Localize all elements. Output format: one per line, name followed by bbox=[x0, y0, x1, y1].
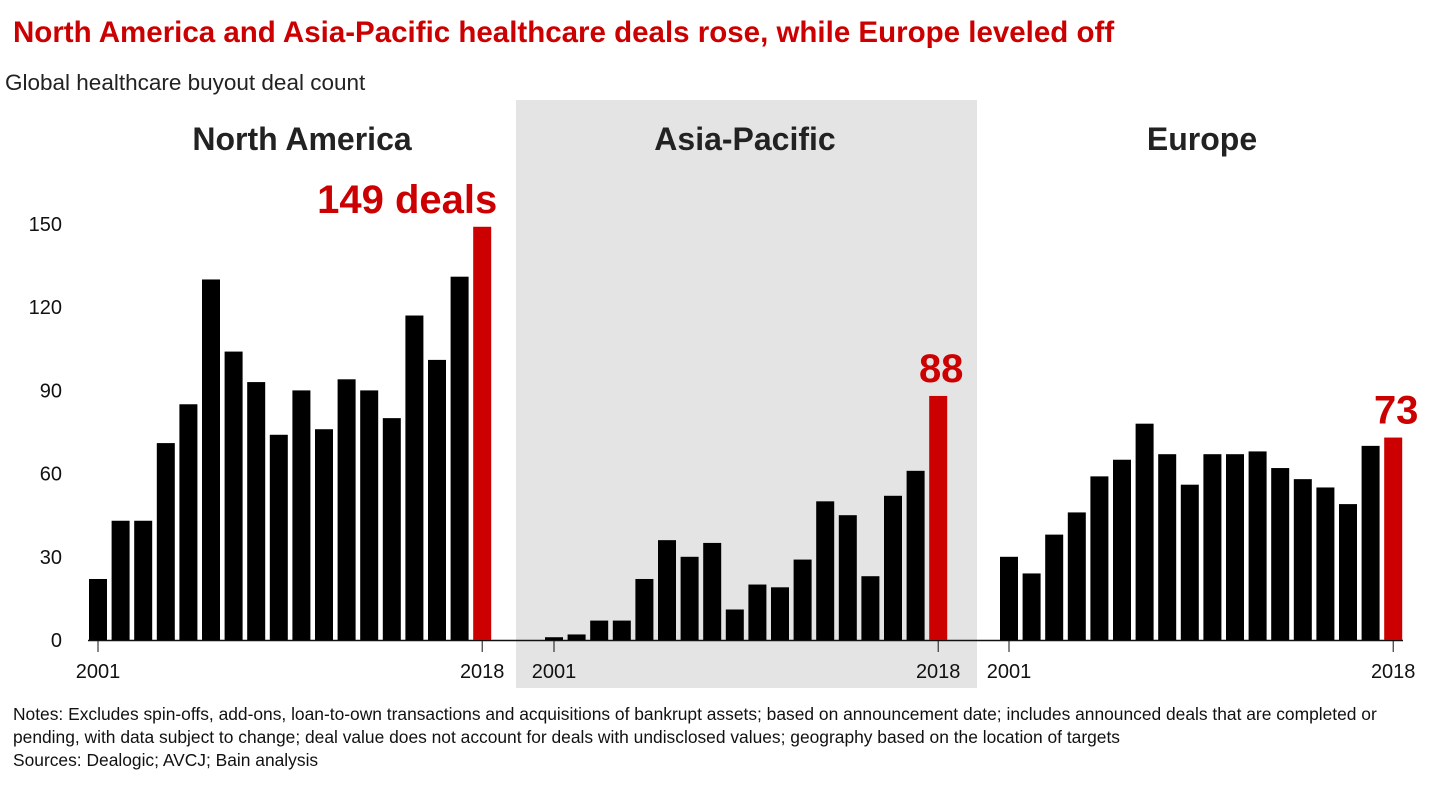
bar-2001 bbox=[1000, 556, 1018, 640]
bar-2007 bbox=[1135, 423, 1154, 640]
bar-2004 bbox=[1067, 512, 1086, 640]
panel-europe: Europe 2001 2018 73 bbox=[987, 121, 1419, 683]
bar-2016 bbox=[884, 495, 902, 640]
footnotes: Notes: Excludes spin-offs, add-ons, loan… bbox=[13, 703, 1423, 772]
bar-2018 bbox=[473, 226, 492, 641]
bar-2008 bbox=[1158, 454, 1177, 640]
bar-2001 bbox=[89, 578, 107, 640]
bar-2016 bbox=[428, 359, 446, 640]
bar-2002 bbox=[1022, 573, 1041, 640]
bar-2009 bbox=[269, 434, 288, 640]
bar-2012 bbox=[1248, 451, 1267, 640]
bar-2013 bbox=[1271, 468, 1290, 640]
bar-2011 bbox=[315, 429, 333, 640]
bar-2003 bbox=[1045, 534, 1064, 640]
sources-text: Sources: Dealogic; AVCJ; Bain analysis bbox=[13, 750, 319, 770]
panels: North America 2001 2018 149 deals Asia-Pacif… bbox=[76, 121, 1419, 683]
y-tick-label: 30 bbox=[40, 547, 62, 569]
bar-2011 bbox=[771, 587, 789, 640]
notes-text: Notes: Excludes spin-offs, add-ons, loan… bbox=[13, 704, 1377, 747]
bar-2018 bbox=[929, 395, 948, 640]
bar-2008 bbox=[247, 382, 266, 640]
x-tick-label: 2001 bbox=[532, 661, 577, 683]
y-tick-label: 90 bbox=[40, 380, 62, 402]
x-tick-label: 2018 bbox=[916, 661, 961, 683]
bar-2015 bbox=[405, 315, 424, 640]
bar-2007 bbox=[680, 556, 699, 640]
bar-2001 bbox=[545, 637, 563, 640]
bar-2003 bbox=[590, 620, 609, 640]
bar-2008 bbox=[703, 542, 722, 640]
chart-title: North America and Asia-Pacific healthcar… bbox=[13, 16, 1114, 49]
panel-asia-pacific: Asia-Pacific 2001 2018 88 bbox=[532, 121, 964, 683]
bar-2010 bbox=[292, 390, 311, 640]
bar-2013 bbox=[360, 390, 379, 640]
bar-2002 bbox=[567, 634, 586, 640]
bar-2014 bbox=[838, 515, 857, 640]
bar-2004 bbox=[156, 443, 175, 640]
bar-2005 bbox=[179, 404, 198, 640]
bar-2009 bbox=[725, 609, 744, 640]
bar-2013 bbox=[816, 501, 835, 640]
callout-label: 88 bbox=[919, 347, 964, 391]
bar-2012 bbox=[793, 559, 812, 640]
panel-title: North America bbox=[192, 121, 412, 157]
callout-label: 149 deals bbox=[317, 178, 497, 222]
bar-2015 bbox=[1316, 487, 1335, 640]
y-tick-label: 0 bbox=[51, 630, 62, 652]
bar-2018 bbox=[1384, 437, 1403, 640]
bar-2006 bbox=[1113, 459, 1131, 640]
bar-2017 bbox=[450, 276, 469, 640]
bar-2014 bbox=[1293, 479, 1312, 640]
x-tick-label: 2018 bbox=[1371, 661, 1416, 683]
y-axis: 0 30 60 90 120 150 bbox=[29, 214, 62, 652]
panel-north-america: North America 2001 2018 149 deals bbox=[76, 121, 505, 683]
bar-2002 bbox=[111, 520, 130, 640]
x-tick-label: 2001 bbox=[76, 661, 121, 683]
bar-2006 bbox=[658, 540, 676, 640]
bar-2005 bbox=[635, 578, 654, 640]
bar-2015 bbox=[861, 576, 880, 640]
bar-2007 bbox=[224, 351, 243, 640]
y-tick-label: 60 bbox=[40, 464, 62, 486]
x-tick-label: 2018 bbox=[460, 661, 505, 683]
callout-label: 73 bbox=[1374, 389, 1419, 433]
panel-title: Europe bbox=[1147, 121, 1257, 157]
bar-2017 bbox=[1361, 445, 1380, 640]
chart-subtitle: Global healthcare buyout deal count bbox=[5, 70, 366, 95]
bar-2014 bbox=[382, 418, 401, 640]
bar-2004 bbox=[612, 620, 631, 640]
bar-2016 bbox=[1339, 504, 1357, 640]
y-tick-label: 150 bbox=[29, 214, 62, 236]
bar-2006 bbox=[202, 279, 220, 640]
bar-2003 bbox=[134, 520, 153, 640]
bar-2011 bbox=[1226, 454, 1244, 640]
x-tick-label: 2001 bbox=[987, 661, 1032, 683]
bar-2010 bbox=[1203, 454, 1222, 640]
bar-2005 bbox=[1090, 476, 1109, 640]
bar-2017 bbox=[906, 470, 925, 640]
y-tick-label: 120 bbox=[29, 297, 62, 319]
bar-2009 bbox=[1180, 484, 1199, 640]
panel-title: Asia-Pacific bbox=[654, 121, 835, 157]
bar-2012 bbox=[337, 379, 356, 640]
bar-2010 bbox=[748, 584, 767, 640]
